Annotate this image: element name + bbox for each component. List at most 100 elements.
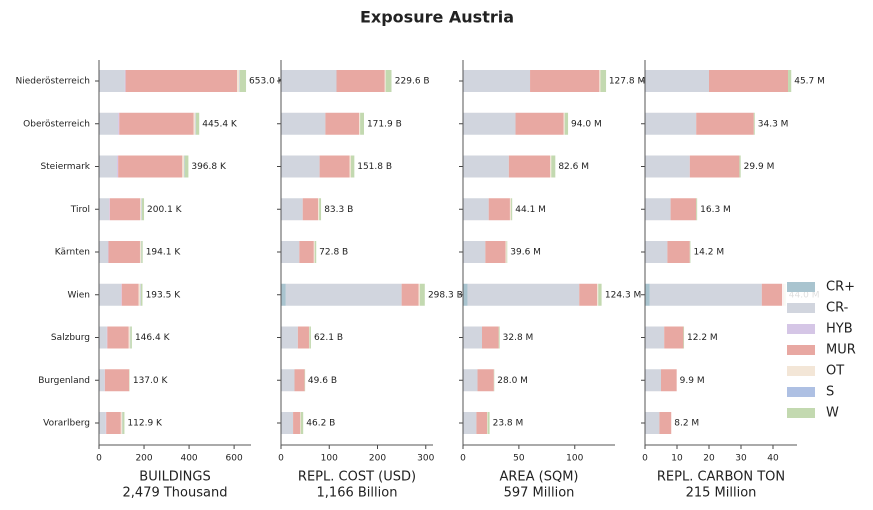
bar-segment <box>125 70 238 92</box>
bar-segment <box>485 241 506 263</box>
bar-segment <box>139 241 142 263</box>
x-tick-label: 0 <box>96 454 102 464</box>
bar-segment <box>384 70 386 92</box>
x-tick-label: 0 <box>278 454 284 464</box>
bar-segment <box>645 283 650 306</box>
total-label: 8.2 M <box>674 419 699 429</box>
bar-segment <box>99 112 119 135</box>
bar-segment <box>597 283 599 306</box>
bar-segment <box>463 326 482 349</box>
bar-segment <box>313 241 315 263</box>
bar-segment <box>104 369 130 392</box>
bar-segment <box>281 198 303 221</box>
bar-segment <box>138 283 141 306</box>
bar-segment <box>476 412 488 434</box>
legend-swatch <box>787 387 815 397</box>
bar-segment <box>184 155 189 178</box>
bar-segment <box>121 283 139 306</box>
bar-segment <box>488 198 510 221</box>
total-label: 200.1 K <box>147 205 183 215</box>
bar-segment <box>598 283 602 306</box>
total-label: 396.8 K <box>191 162 227 172</box>
bar-segment <box>99 155 118 178</box>
bar-segment <box>689 241 691 263</box>
bar-segment <box>318 198 320 221</box>
total-label: 34.3 M <box>758 119 789 129</box>
bar-segment <box>645 70 709 92</box>
bar-segment <box>237 70 240 92</box>
y-tick-label: Niederösterreich <box>15 77 90 87</box>
bar-segment <box>293 412 301 434</box>
legend-swatch <box>787 366 815 376</box>
bar-segment <box>487 412 490 434</box>
bar-segment <box>325 112 360 135</box>
legend-swatch <box>787 303 815 313</box>
bar-segment <box>281 241 300 263</box>
bar-segment <box>696 112 754 135</box>
total-label: 653.0 K <box>249 77 285 87</box>
total-label: 229.6 B <box>395 77 430 87</box>
y-tick-label: Burgenland <box>38 376 90 386</box>
bar-segment <box>119 112 194 135</box>
bar-segment <box>99 412 106 434</box>
bar-segment <box>106 412 121 434</box>
bar-segment <box>120 412 123 434</box>
x-tick-label: 20 <box>703 454 715 464</box>
bar-segment <box>99 283 122 306</box>
bar-segment <box>506 241 508 263</box>
x-tick-label: 50 <box>513 454 525 464</box>
x-tick-label: 100 <box>321 454 338 464</box>
bar-segment <box>463 112 516 135</box>
x-axis-note: 1,166 Billion <box>317 486 398 501</box>
bar-segment <box>281 70 337 92</box>
total-label: 151.8 B <box>357 162 392 172</box>
bar-segment <box>302 198 319 221</box>
bar-segment <box>401 283 419 306</box>
legend-label: CR+ <box>826 280 855 295</box>
bar-segment <box>109 198 141 221</box>
x-axis-label: AREA (SQM) <box>499 470 578 485</box>
chart-title: Exposure Austria <box>360 8 514 27</box>
bar-segment <box>667 241 690 263</box>
bar-segment <box>696 198 698 221</box>
x-tick-label: 10 <box>671 454 683 464</box>
bar-segment <box>141 198 145 221</box>
bar-segment <box>645 241 668 263</box>
bar-segment <box>508 155 551 178</box>
legend-label: MUR <box>826 343 856 358</box>
bar-segment <box>360 112 364 135</box>
y-tick-label: Wien <box>68 290 90 300</box>
x-axis-label: REPL. COST (USD) <box>298 470 416 485</box>
total-label: 32.8 M <box>503 333 534 343</box>
legend-label: S <box>826 385 834 400</box>
bar-segment <box>385 70 392 92</box>
bar-segment <box>118 155 183 178</box>
bar-segment <box>579 283 598 306</box>
bar-segment <box>294 369 305 392</box>
bar-segment <box>477 369 494 392</box>
total-label: 9.9 M <box>680 376 705 386</box>
bar-segment <box>463 412 477 434</box>
bar-segment <box>645 155 690 178</box>
bar-segment <box>319 155 350 178</box>
total-label: 137.0 K <box>133 376 169 386</box>
x-tick-label: 600 <box>226 454 243 464</box>
bar-segment <box>509 198 512 221</box>
bar-segment <box>645 112 697 135</box>
bar-segment <box>753 112 755 135</box>
bar-segment <box>689 155 740 178</box>
bar-segment <box>281 412 294 434</box>
total-label: 45.7 M <box>794 77 825 87</box>
total-label: 124.3 M <box>605 290 641 300</box>
bar-segment <box>463 198 489 221</box>
bar-segment <box>281 112 326 135</box>
bar-segment <box>487 412 488 434</box>
bar-segment <box>140 283 143 306</box>
bar-segment <box>664 326 684 349</box>
x-tick-label: 100 <box>566 454 583 464</box>
total-label: 94.0 M <box>571 119 602 129</box>
bar-segment <box>645 198 671 221</box>
bar-segment <box>599 70 601 92</box>
x-axis-note: 597 Million <box>504 486 575 501</box>
